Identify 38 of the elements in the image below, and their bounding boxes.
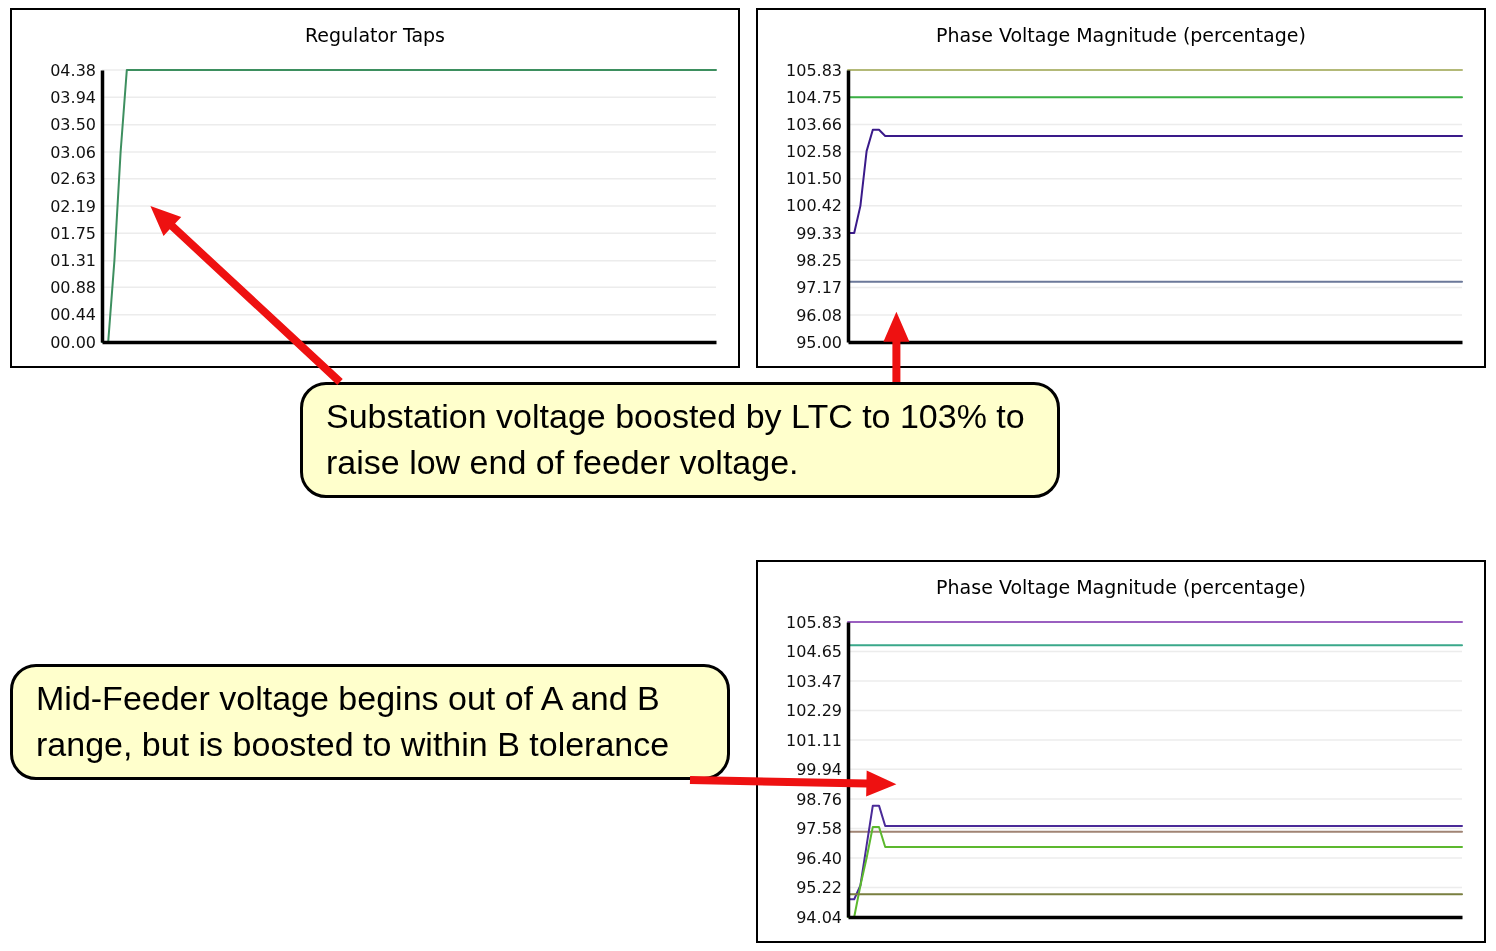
- y-tick-label: 94.04: [796, 907, 842, 927]
- y-tick-label: 00.00: [50, 332, 96, 352]
- chart-title: Regulator Taps: [304, 24, 446, 46]
- line-series: [847, 804, 1463, 901]
- y-tick-label: 101.11: [786, 730, 842, 750]
- y-tick-label: 104.75: [786, 87, 842, 107]
- y-tick-label: 96.08: [796, 305, 842, 325]
- y-tick-label: 04.38: [50, 60, 96, 80]
- y-tick-label: 100.42: [786, 196, 842, 216]
- y-tick-label: 00.88: [50, 277, 96, 297]
- line-series: [847, 128, 1463, 234]
- y-tick-label: 03.50: [50, 115, 96, 135]
- y-tick-label: 95.00: [796, 332, 842, 352]
- y-tick-label: 96.40: [796, 848, 842, 868]
- y-tick-label: 102.58: [786, 142, 842, 162]
- y-tick-label: 105.83: [786, 60, 842, 80]
- chart-title: Phase Voltage Magnitude (percentage): [936, 24, 1306, 46]
- y-tick-label: 01.31: [50, 251, 96, 271]
- y-tick-label: 02.19: [50, 196, 96, 216]
- y-tick-label: 97.58: [796, 819, 842, 839]
- y-tick-label: 02.63: [50, 169, 96, 189]
- y-tick-label: 95.22: [796, 878, 842, 898]
- y-tick-label: 103.47: [786, 671, 842, 691]
- y-tick-label: 03.06: [50, 142, 96, 162]
- y-tick-label: 97.17: [796, 278, 842, 298]
- y-tick-label: 99.33: [796, 223, 842, 243]
- y-tick-label: 103.66: [786, 115, 842, 135]
- y-tick-label: 101.50: [786, 169, 842, 189]
- y-tick-label: 104.65: [786, 642, 842, 662]
- y-tick-label: 98.76: [796, 789, 842, 809]
- y-tick-label: 99.94: [796, 759, 842, 779]
- y-tick-label: 01.75: [50, 223, 96, 243]
- y-tick-label: 102.29: [786, 701, 842, 721]
- y-tick-label: 03.94: [50, 87, 96, 107]
- y-tick-label: 98.25: [796, 250, 842, 270]
- chart-title: Phase Voltage Magnitude (percentage): [936, 576, 1306, 598]
- y-tick-label: 00.44: [50, 305, 96, 325]
- y-tick-label: 105.83: [786, 612, 842, 632]
